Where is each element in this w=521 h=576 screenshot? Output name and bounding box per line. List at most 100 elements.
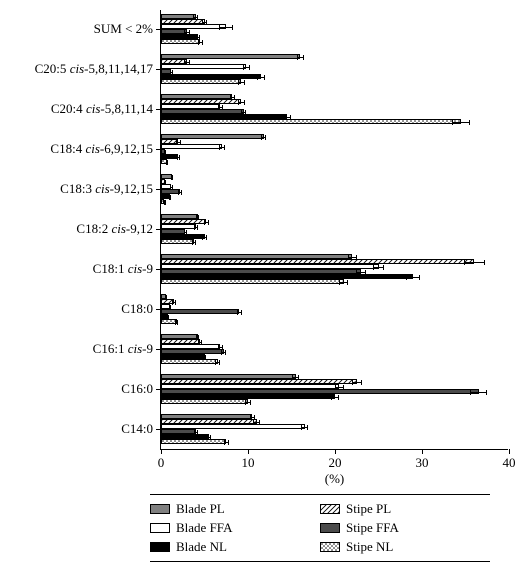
errbar-sum_lt2-blade_pl xyxy=(193,17,198,18)
legend-item-blade_nl: Blade NL xyxy=(150,539,320,555)
errbar-c20_4-blade_pl xyxy=(230,97,235,98)
bar-c20_4-stipe_nl xyxy=(161,119,461,124)
legend-item-stipe_nl: Stipe NL xyxy=(320,539,490,555)
x-tick-label: 0 xyxy=(158,449,165,471)
errbar-c20_5-stipe_nl xyxy=(238,82,245,83)
category-label-c18_4: C18:4 cis-6,9,12,15 xyxy=(50,141,161,157)
errbar-c14_0-blade_pl xyxy=(250,417,255,418)
errbar-c18_1-blade_pl xyxy=(348,257,357,258)
bar-c14_0-stipe_nl xyxy=(161,439,226,444)
errbar-c18_3-blade_pl xyxy=(171,177,173,178)
legend-swatch-stipe_nl xyxy=(320,542,340,552)
legend-swatch-blade_pl xyxy=(150,504,170,514)
errbar-c20_4-blade_ffa xyxy=(218,107,223,108)
category-label-c20_4: C20:4 cis-5,8,11,14 xyxy=(51,101,161,117)
legend-swatch-blade_nl xyxy=(150,542,170,552)
errbar-c16_0-blade_ffa xyxy=(335,387,344,388)
errbar-c18_1-blade_ffa xyxy=(373,267,383,268)
errbar-c18_4-blade_ffa xyxy=(219,147,224,148)
bar-c18_4-blade_ffa xyxy=(161,144,222,149)
errbar-c16_1-blade_nl xyxy=(203,357,206,358)
errbar-c16_0-stipe_nl xyxy=(245,402,250,403)
errbar-c20_4-blade_nl xyxy=(283,117,292,118)
errbar-c20_5-blade_pl xyxy=(297,57,304,58)
errbar-c18_3-stipe_pl xyxy=(164,182,166,183)
errbar-sum_lt2-stipe_ffa xyxy=(184,32,189,33)
legend-item-stipe_ffa: Stipe FFA xyxy=(320,520,490,536)
errbar-c16_0-stipe_ffa xyxy=(470,392,487,393)
category-label-c20_5: C20:5 cis-5,8,11,14,17 xyxy=(35,61,161,77)
errbar-c16_1-blade_ffa xyxy=(218,347,223,348)
errbar-c18_2-blade_pl xyxy=(196,217,199,218)
x-tick-label: 30 xyxy=(416,449,429,471)
errbar-c18_4-stipe_ffa xyxy=(164,152,166,153)
legend-label: Stipe FFA xyxy=(346,520,399,536)
legend-item-blade_ffa: Blade FFA xyxy=(150,520,320,536)
errbar-c18_0-stipe_ffa xyxy=(237,312,242,313)
legend-label: Blade FFA xyxy=(176,520,232,536)
errbar-c18_0-blade_pl xyxy=(165,297,167,298)
plot-area: SUM < 2%C20:5 cis-5,8,11,14,17C20:4 cis-… xyxy=(160,10,508,450)
errbar-c20_5-stipe_ffa xyxy=(170,72,173,73)
errbar-c18_0-blade_nl xyxy=(167,317,169,318)
errbar-c20_4-stipe_pl xyxy=(238,102,245,103)
errbar-c18_2-stipe_nl xyxy=(192,242,195,243)
errbar-c18_1-stipe_nl xyxy=(339,282,348,283)
legend: Blade PL Stipe PL Blade FFA Stipe FFA Blade … xyxy=(150,494,490,562)
category-label-sum_lt2: SUM < 2% xyxy=(94,21,161,37)
category-label-c16_1: C16:1 cis-9 xyxy=(93,341,161,357)
errbar-c18_0-stipe_nl xyxy=(175,322,178,323)
errbar-c20_4-stipe_ffa xyxy=(241,112,246,113)
errbar-c18_3-blade_ffa xyxy=(170,187,173,188)
errbar-c16_1-stipe_nl xyxy=(215,362,220,363)
errbar-c16_0-blade_nl xyxy=(331,397,340,398)
errbar-c18_2-stipe_ffa xyxy=(184,232,187,233)
bar-c18_0-stipe_ffa xyxy=(161,309,239,314)
bar-c18_2-stipe_nl xyxy=(161,239,194,244)
errbar-c18_3-stipe_ffa xyxy=(178,192,181,193)
legend-label: Stipe PL xyxy=(346,501,391,517)
category-label-c16_0: C16:0 xyxy=(121,381,161,397)
errbar-sum_lt2-blade_ffa xyxy=(219,27,233,28)
bar-c16_1-stipe_nl xyxy=(161,359,218,364)
category-label-c18_2: C18:2 cis-9,12 xyxy=(76,221,161,237)
errbar-c14_0-stipe_nl xyxy=(224,442,229,443)
errbar-c18_0-blade_ffa xyxy=(169,307,171,308)
errbar-c16_1-stipe_ffa xyxy=(221,352,226,353)
x-axis-title: (%) xyxy=(325,449,345,487)
x-tick-label: 40 xyxy=(503,449,516,471)
errbar-c18_4-stipe_nl xyxy=(166,162,168,163)
errbar-c18_4-stipe_pl xyxy=(176,142,181,143)
errbar-c16_0-blade_pl xyxy=(292,377,299,378)
errbar-c18_0-stipe_pl xyxy=(172,302,175,303)
errbar-c16_1-stipe_pl xyxy=(198,342,201,343)
legend-swatch-blade_ffa xyxy=(150,523,170,533)
errbar-c18_2-blade_ffa xyxy=(194,227,197,228)
errbar-c14_0-stipe_ffa xyxy=(194,432,197,433)
bar-c20_5-blade_ffa xyxy=(161,64,246,69)
legend-label: Stipe NL xyxy=(346,539,393,555)
errbar-c18_4-blade_pl xyxy=(261,137,266,138)
errbar-c16_0-stipe_pl xyxy=(352,382,362,383)
errbar-sum_lt2-blade_nl xyxy=(195,37,200,38)
category-label-c18_3: C18:3 cis-9,12,15 xyxy=(60,181,161,197)
legend-item-stipe_pl: Stipe PL xyxy=(320,501,490,517)
legend-item-blade_pl: Blade PL xyxy=(150,501,320,517)
bar-sum_lt2-stipe_nl xyxy=(161,39,200,44)
bar-c18_1-stipe_nl xyxy=(161,279,344,284)
bar-c20_5-stipe_nl xyxy=(161,79,241,84)
fatty-acid-chart: SUM < 2% C20:5 cis-5,8,11,14,17 C20:4 cis-… xyxy=(10,10,510,562)
errbar-c18_1-blade_nl xyxy=(406,277,420,278)
legend-label: Blade NL xyxy=(176,539,227,555)
errbar-c20_4-stipe_nl xyxy=(452,122,469,123)
errbar-c20_5-blade_nl xyxy=(257,77,266,78)
bar-c16_0-stipe_nl xyxy=(161,399,248,404)
legend-label: Blade PL xyxy=(176,501,225,517)
errbar-sum_lt2-stipe_nl xyxy=(198,42,203,43)
errbar-sum_lt2-stipe_pl xyxy=(202,22,207,23)
legend-swatch-stipe_pl xyxy=(320,504,340,514)
errbar-c20_5-blade_ffa xyxy=(243,67,250,68)
legend-swatch-stipe_ffa xyxy=(320,523,340,533)
errbar-c18_4-blade_nl xyxy=(177,157,180,158)
errbar-c18_2-blade_nl xyxy=(202,237,207,238)
